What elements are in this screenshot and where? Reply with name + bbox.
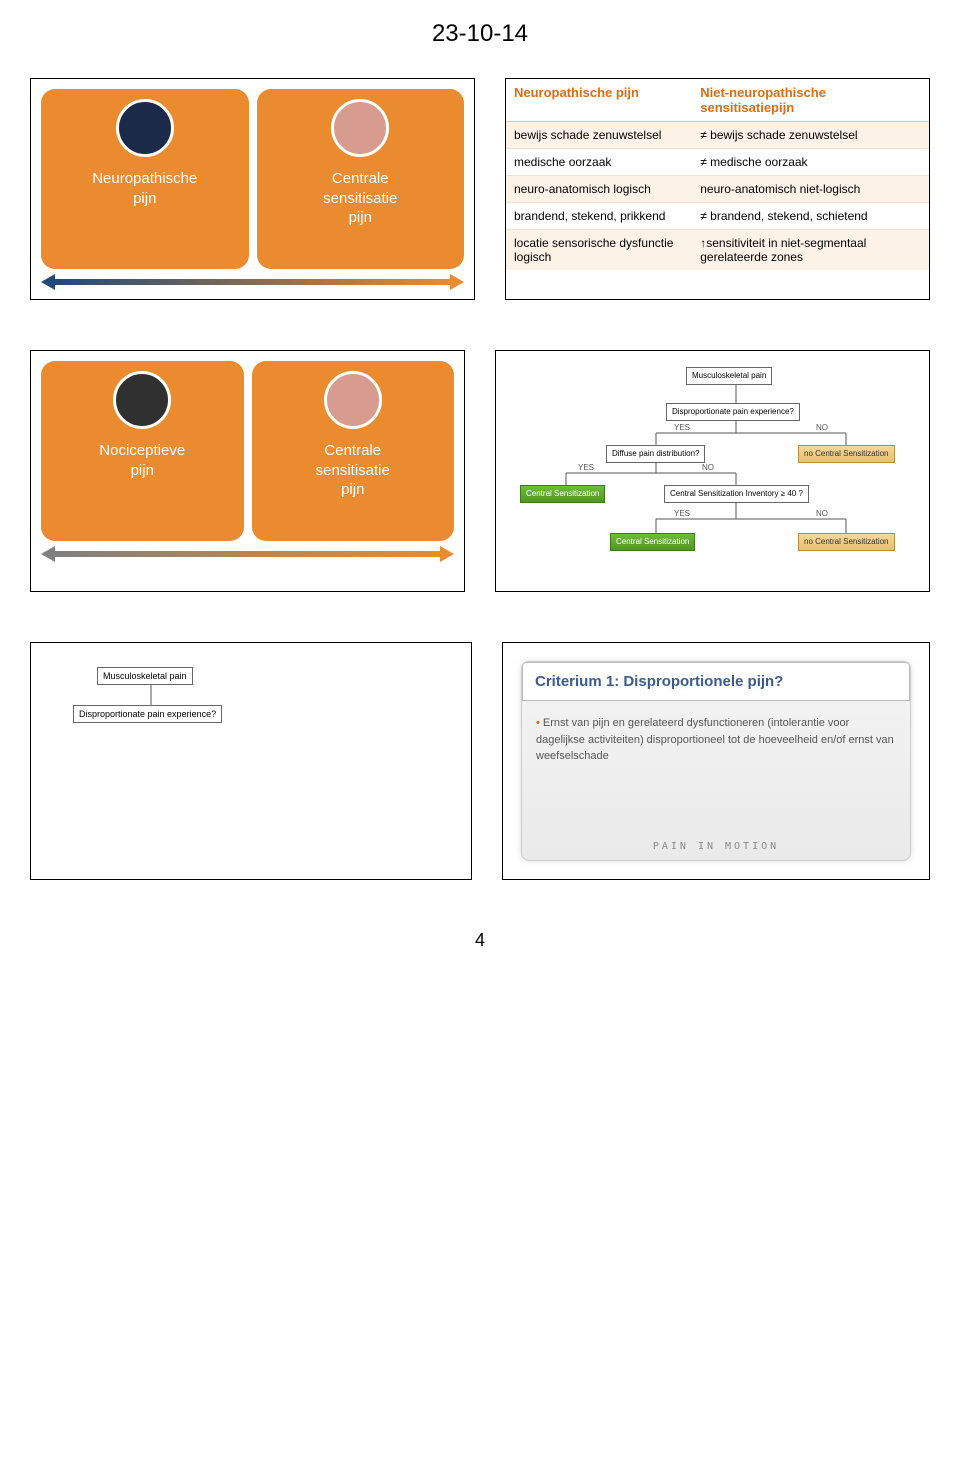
criterium-body: • Ernst van pijn en gerelateerd dysfunct… (536, 715, 896, 765)
flow-label-yes: YES (674, 423, 690, 433)
card-neuropathische: Neuropathischepijn (41, 89, 249, 269)
card-label-centrale-1: Centralesensitisatiepijn (323, 169, 397, 228)
row-3: Musculoskeletal pain Disproportionate pa… (30, 642, 930, 880)
cmp-head-1: Neuropathische pijn (506, 79, 692, 122)
cmp-cell: brandend, stekend, prikkend (506, 203, 692, 230)
cmp-cell: bewijs schade zenuwstelsel (506, 122, 692, 149)
double-arrow-2 (41, 547, 454, 561)
card-label-centrale-2: Centralesensitisatiepijn (316, 441, 390, 500)
card-circle-2 (331, 99, 389, 157)
card-circle-1 (116, 99, 174, 157)
flow-label-yes: YES (578, 463, 594, 473)
flow-node-nocs1: no Central Sensitization (798, 445, 895, 463)
flow-label-no: NO (816, 423, 828, 433)
footer-logo: PAIN IN MOTION (522, 841, 910, 852)
page-number: 4 (30, 930, 930, 951)
cmp-cell: medische oorzaak (506, 149, 692, 176)
flow-node-csi40: Central Sensitization Inventory ≥ 40 ? (664, 485, 809, 503)
date-header: 23-10-14 (30, 20, 930, 48)
row-1: Neuropathischepijn Centralesensitisatiep… (30, 78, 930, 300)
card-centrale-2: Centralesensitisatiepijn (252, 361, 455, 541)
flow-label-yes: YES (674, 509, 690, 519)
cmp-cell: ≠ brandend, stekend, schietend (692, 203, 929, 230)
flowchart: Musculoskeletal pain Disproportionate pa… (506, 361, 919, 581)
criterium-bullet: Ernst van pijn en gerelateerd dysfunctio… (536, 717, 894, 762)
cmp-cell: ≠ medische oorzaak (692, 149, 929, 176)
cmp-cell: ↑sensitiviteit in niet-segmentaal gerela… (692, 230, 929, 271)
card-centrale-1: Centralesensitisatiepijn (257, 89, 465, 269)
miniflow-msk: Musculoskeletal pain (97, 667, 193, 685)
criterium-box: Criterium 1: Disproportionele pijn? • Er… (521, 661, 911, 861)
panel-miniflow: Musculoskeletal pain Disproportionate pa… (30, 642, 472, 880)
cmp-cell: neuro-anatomisch logisch (506, 176, 692, 203)
cmp-cell: ≠ bewijs schade zenuwstelsel (692, 122, 929, 149)
criterium-title: Criterium 1: Disproportionele pijn? (522, 662, 910, 701)
card-circle-3 (113, 371, 171, 429)
panel-cmp-table: Neuropathische pijn Niet-neuropathische … (505, 78, 930, 300)
flow-node-dispro: Disproportionate pain experience? (666, 403, 800, 421)
panel-cards-neuro: Neuropathischepijn Centralesensitisatiep… (30, 78, 475, 300)
cmp-cell: locatie sensorische dysfunctie logisch (506, 230, 692, 271)
cmp-head-2: Niet-neuropathische sensitisatiepijn (692, 79, 929, 122)
panel-criterium: Criterium 1: Disproportionele pijn? • Er… (502, 642, 930, 880)
card-circle-4 (324, 371, 382, 429)
flow-label-no: NO (816, 509, 828, 519)
cmp-cell: neuro-anatomisch niet-logisch (692, 176, 929, 203)
flow-node-cs1: Central Sensitization (520, 485, 605, 503)
flow-node-nocs2: no Central Sensitization (798, 533, 895, 551)
miniflow-dispro: Disproportionate pain experience? (73, 705, 222, 723)
card-label-neuro: Neuropathischepijn (92, 169, 197, 208)
double-arrow-1 (41, 275, 464, 289)
row-2: Nociceptievepijn Centralesensitisatiepij… (30, 350, 930, 592)
flow-node-cs2: Central Sensitization (610, 533, 695, 551)
card-nociceptieve: Nociceptievepijn (41, 361, 244, 541)
flow-node-msk: Musculoskeletal pain (686, 367, 772, 385)
flow-label-no: NO (702, 463, 714, 473)
panel-cards-noci: Nociceptievepijn Centralesensitisatiepij… (30, 350, 465, 592)
card-label-noci: Nociceptievepijn (99, 441, 185, 480)
flow-node-diffuse: Diffuse pain distribution? (606, 445, 705, 463)
panel-flowchart: Musculoskeletal pain Disproportionate pa… (495, 350, 930, 592)
comparison-table: Neuropathische pijn Niet-neuropathische … (506, 79, 929, 270)
mini-flowchart: Musculoskeletal pain Disproportionate pa… (41, 653, 461, 753)
